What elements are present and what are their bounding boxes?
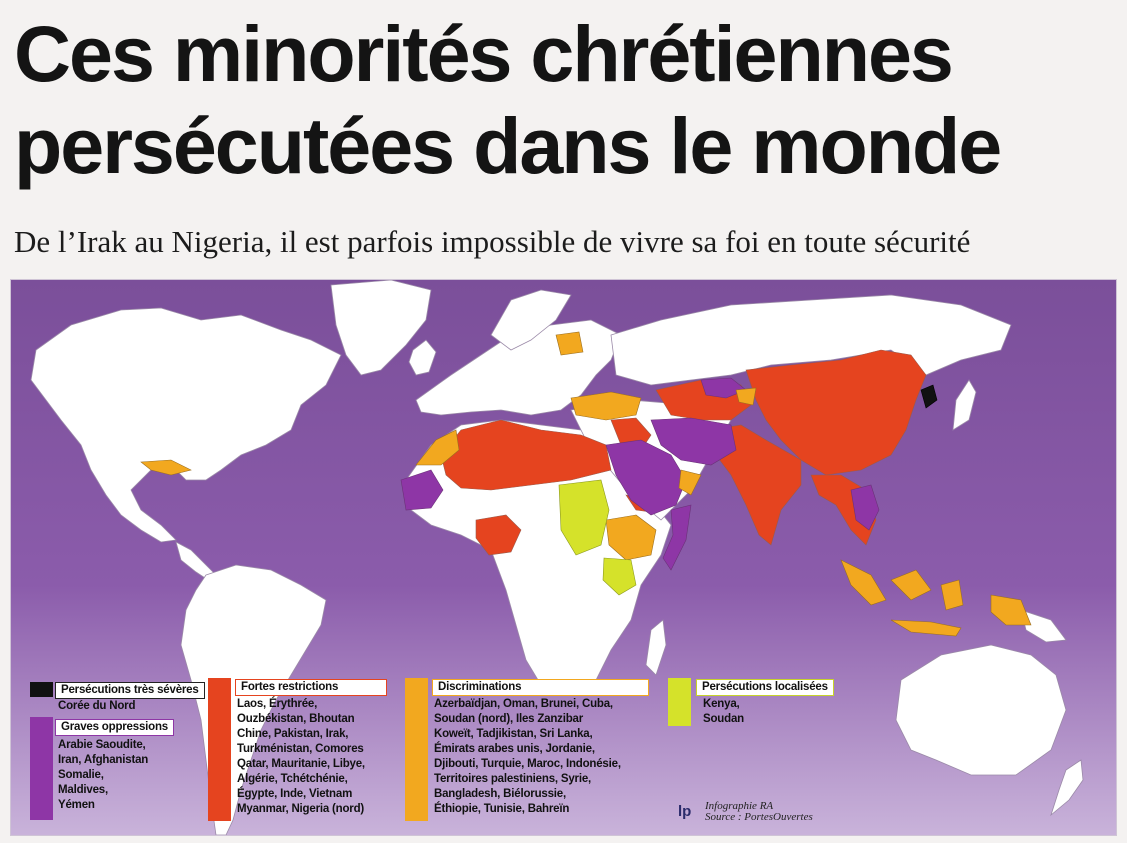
region-sudan-north-ethiopia bbox=[605, 514, 657, 561]
region-turkey-syria bbox=[570, 391, 642, 421]
region-thailand bbox=[850, 484, 880, 531]
legend-countries-localized: Kenya, Soudan bbox=[703, 698, 744, 725]
region-indonesia-4 bbox=[890, 619, 962, 637]
legend-label-localized: Persécutions localisées bbox=[696, 679, 834, 696]
legend-label-strong: Fortes restrictions bbox=[235, 679, 387, 696]
region-indonesia-1 bbox=[840, 559, 887, 606]
title-line-2: persécutées dans le monde bbox=[14, 101, 1002, 190]
legend-countries-discrimination: Azerbaïdjan, Oman, Brunei, Cuba, Soudan … bbox=[434, 698, 621, 815]
region-mauritania-algeria-libya-egypt bbox=[440, 419, 612, 491]
region-tajikistan bbox=[735, 387, 757, 406]
new-zealand bbox=[1050, 759, 1084, 817]
north-america bbox=[30, 307, 342, 543]
region-nigeria-north bbox=[475, 514, 522, 556]
region-saudi-arabia-yemen bbox=[605, 439, 687, 516]
world-map-svg bbox=[11, 280, 1116, 835]
region-north-korea bbox=[920, 384, 938, 409]
region-papua-indonesia bbox=[990, 594, 1032, 626]
page-subtitle: De l’Irak au Nigeria, il est parfois imp… bbox=[14, 224, 971, 259]
papua bbox=[1020, 609, 1067, 643]
legend-label-grave: Graves oppressions bbox=[55, 719, 174, 736]
madagascar bbox=[645, 619, 667, 676]
region-morocco bbox=[415, 429, 460, 466]
legend-swatch-grave bbox=[30, 717, 53, 820]
legend-countries-strong: Laos, Érythrée, Ouzbékistan, Bhoutan Chi… bbox=[237, 698, 365, 815]
greenland bbox=[330, 280, 432, 376]
region-belarus bbox=[555, 331, 584, 356]
world-map bbox=[10, 279, 1117, 836]
page-title: Ces minorités chrétiennes persécutées da… bbox=[14, 8, 1114, 192]
region-kenya bbox=[602, 557, 637, 596]
australia bbox=[895, 644, 1067, 776]
legend-swatch-localized bbox=[668, 678, 691, 726]
region-india-pakistan bbox=[710, 424, 802, 546]
region-cuba bbox=[140, 459, 192, 476]
region-oman bbox=[678, 469, 702, 496]
legend-swatch-very-severe bbox=[30, 682, 53, 697]
region-turkmenistan-area bbox=[700, 377, 747, 399]
legend-countries-grave: Arabie Saoudite, Iran, Afghanistan Somal… bbox=[58, 739, 149, 811]
scandinavia bbox=[490, 289, 572, 351]
legend-label-very-severe: Persécutions très sévères bbox=[55, 682, 205, 699]
region-sudan bbox=[558, 479, 610, 556]
credit-text: Infographie RA Source : PortesOuvertes bbox=[705, 801, 845, 823]
britain bbox=[408, 339, 437, 376]
region-indonesia-3 bbox=[940, 579, 964, 611]
credit-line-2: Source : PortesOuvertes bbox=[705, 811, 813, 823]
legend-swatch-strong bbox=[208, 678, 231, 821]
region-morocco-west bbox=[400, 469, 444, 511]
legend-swatch-discrimination bbox=[405, 678, 428, 821]
legend-countries-very-severe: Corée du Nord bbox=[58, 700, 136, 712]
japan bbox=[952, 379, 977, 431]
region-indonesia-2 bbox=[890, 569, 932, 601]
title-line-1: Ces minorités chrétiennes bbox=[14, 9, 954, 98]
publisher-logo: lp bbox=[678, 803, 692, 820]
region-iran-afghanistan bbox=[650, 417, 737, 466]
region-china bbox=[745, 349, 927, 476]
legend-label-discrimination: Discriminations bbox=[432, 679, 649, 696]
credit-line-1: Infographie RA bbox=[705, 800, 774, 812]
region-somalia bbox=[662, 504, 692, 571]
